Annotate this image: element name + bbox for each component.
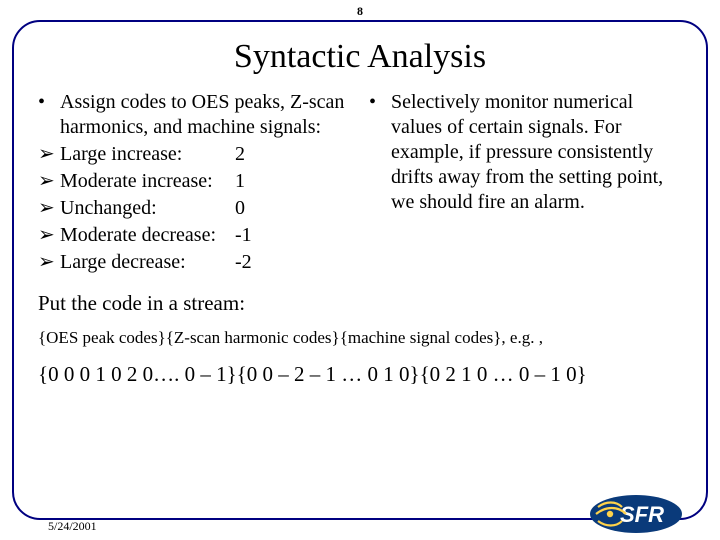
stream-example: {0 0 0 1 0 2 0…. 0 – 1}{0 0 – 2 – 1 … 0 … [38,362,682,387]
code-row: Large decrease: -2 [60,250,252,275]
bullet-intro-text: Assign codes to OES peaks, Z-scan harmon… [60,90,351,140]
sub-bullet: ➢ Moderate decrease: -1 [38,223,351,248]
code-label: Unchanged: [60,196,235,221]
code-label: Moderate decrease: [60,223,235,248]
code-row: Moderate increase: 1 [60,169,245,194]
code-row: Moderate decrease: -1 [60,223,252,248]
bullet-right: • Selectively monitor numerical values o… [369,90,682,215]
bullet-right-text: Selectively monitor numerical values of … [391,90,682,215]
logo-text: SFR [620,502,664,527]
code-row: Unchanged: 0 [60,196,245,221]
page-number: 8 [0,4,720,19]
sub-bullet: ➢ Large increase: 2 [38,142,351,167]
content-frame: Syntactic Analysis • Assign codes to OES… [12,20,708,520]
stream-template: {OES peak codes}{Z-scan harmonic codes}{… [38,328,682,348]
chevron-icon: ➢ [38,250,60,275]
code-value: 1 [235,169,245,194]
code-label: Large decrease: [60,250,235,275]
code-label: Moderate increase: [60,169,235,194]
stream-intro: Put the code in a stream: [38,291,682,316]
chevron-icon: ➢ [38,169,60,194]
code-value: 0 [235,196,245,221]
code-value: -2 [235,250,252,275]
sub-bullet: ➢ Moderate increase: 1 [38,169,351,194]
code-label: Large increase: [60,142,235,167]
columns: • Assign codes to OES peaks, Z-scan harm… [38,90,682,277]
right-column: • Selectively monitor numerical values o… [369,90,682,277]
chevron-icon: ➢ [38,142,60,167]
bullet-icon: • [369,90,391,215]
bullet-icon: • [38,90,60,140]
slide-title: Syntactic Analysis [38,38,682,76]
footer-date: 5/24/2001 [48,519,97,534]
sfr-logo: SFR [588,493,684,540]
code-row: Large increase: 2 [60,142,245,167]
code-value: -1 [235,223,252,248]
bullet-intro: • Assign codes to OES peaks, Z-scan harm… [38,90,351,140]
code-value: 2 [235,142,245,167]
sub-bullet: ➢ Unchanged: 0 [38,196,351,221]
sub-bullet: ➢ Large decrease: -2 [38,250,351,275]
chevron-icon: ➢ [38,196,60,221]
left-column: • Assign codes to OES peaks, Z-scan harm… [38,90,351,277]
chevron-icon: ➢ [38,223,60,248]
slide: 8 Syntactic Analysis • Assign codes to O… [0,0,720,540]
